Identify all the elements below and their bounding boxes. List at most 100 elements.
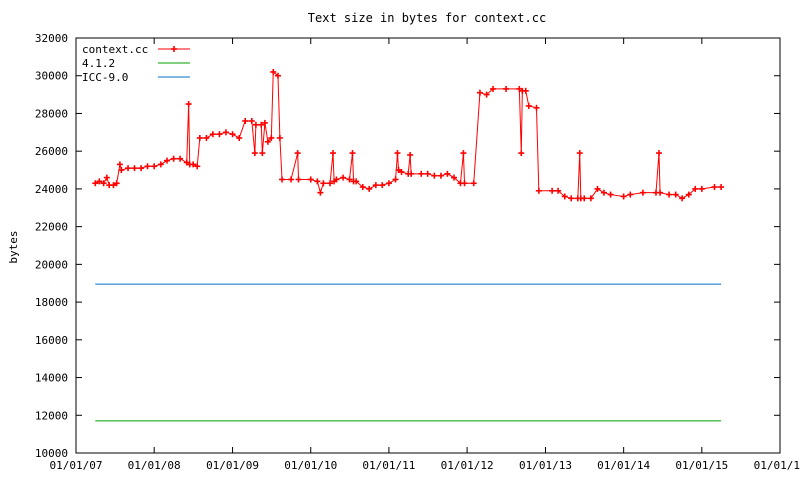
data-point (431, 172, 438, 179)
data-point (561, 193, 568, 200)
data-point (607, 191, 614, 198)
data-point (229, 131, 236, 138)
data-point (320, 180, 327, 187)
data-point (655, 150, 662, 157)
data-point (672, 191, 679, 198)
data-point (490, 85, 497, 92)
data-point (92, 180, 99, 187)
data-point (451, 174, 458, 181)
y-tick-label: 12000 (35, 409, 68, 422)
y-axis-ticks: 10000 12000 14000 16000 18000 20000 22000 24000… (35, 32, 780, 460)
data-point (279, 176, 286, 183)
data-point (349, 150, 356, 157)
x-axis-ticks: 01/01/07 01/01/08 01/01/09 01/01/10 01/01/11… (50, 38, 800, 472)
data-point (330, 150, 337, 157)
data-point (576, 150, 583, 157)
data-point (116, 161, 123, 168)
series-line (95, 70, 722, 199)
data-point (503, 85, 510, 92)
y-tick-label: 18000 (35, 296, 68, 309)
x-tick-label: 01/01/08 (128, 459, 181, 472)
data-point (236, 134, 243, 141)
x-tick-label: 01/01/09 (206, 459, 259, 472)
data-point (476, 89, 483, 96)
data-point (190, 161, 197, 168)
data-point (248, 118, 255, 124)
series-layer (92, 68, 725, 422)
data-point (366, 185, 373, 192)
data-point (118, 167, 125, 174)
data-point (581, 195, 588, 202)
data-point (340, 174, 347, 181)
data-point (252, 121, 259, 128)
data-point (268, 134, 275, 141)
data-point (185, 101, 192, 108)
data-point (555, 187, 562, 194)
data-point (685, 191, 692, 198)
legend-label: context.cc (82, 43, 148, 56)
data-point (398, 168, 405, 175)
y-tick-label: 30000 (35, 70, 68, 83)
data-point (100, 180, 107, 187)
data-point (408, 170, 415, 177)
data-point (518, 150, 525, 157)
data-point (196, 134, 203, 141)
data-point (209, 131, 216, 138)
data-point (359, 184, 366, 191)
data-point (525, 102, 532, 109)
data-point (203, 134, 210, 141)
data-point (698, 185, 705, 192)
data-point (270, 68, 277, 75)
data-point (194, 163, 201, 170)
x-tick-label: 01/01/07 (50, 459, 103, 472)
data-point (679, 195, 686, 202)
data-point (177, 155, 184, 162)
data-point (627, 191, 634, 198)
data-point (600, 189, 607, 196)
data-point (549, 187, 556, 194)
data-point (372, 182, 379, 189)
data-point (251, 150, 258, 157)
data-point (261, 119, 268, 126)
data-point (522, 87, 529, 94)
data-point (594, 185, 601, 192)
plot-frame (75, 37, 781, 454)
legend-label: 4.1.2 (82, 57, 115, 70)
data-point (96, 178, 103, 185)
x-tick-label: 01/01/10 (284, 459, 337, 472)
x-tick-label: 01/01/15 (675, 459, 728, 472)
y-tick-label: 28000 (35, 107, 68, 120)
data-point (314, 178, 321, 185)
data-point (718, 184, 725, 191)
data-point (483, 91, 490, 98)
data-point (657, 189, 664, 196)
data-point (711, 184, 718, 191)
x-tick-label: 01/01/12 (441, 459, 494, 472)
data-point (170, 155, 177, 162)
data-point (692, 185, 699, 192)
x-tick-label: 01/01/1 (754, 459, 800, 472)
data-point (125, 165, 132, 172)
data-point (295, 176, 302, 183)
data-point (131, 165, 138, 172)
data-point (385, 180, 392, 187)
data-point (639, 189, 646, 196)
x-tick-label: 01/01/13 (519, 459, 572, 472)
data-point (113, 180, 120, 187)
data-point (327, 180, 334, 187)
data-point (444, 170, 451, 177)
data-point (460, 150, 467, 157)
data-point (424, 170, 431, 177)
y-tick-label: 16000 (35, 334, 68, 347)
data-point (222, 129, 229, 136)
data-point (288, 176, 295, 183)
data-point (110, 182, 117, 189)
data-point (307, 176, 314, 183)
data-point (157, 161, 164, 168)
data-point (392, 176, 399, 183)
data-point (259, 150, 266, 157)
data-point (533, 104, 540, 111)
data-point (461, 180, 468, 187)
